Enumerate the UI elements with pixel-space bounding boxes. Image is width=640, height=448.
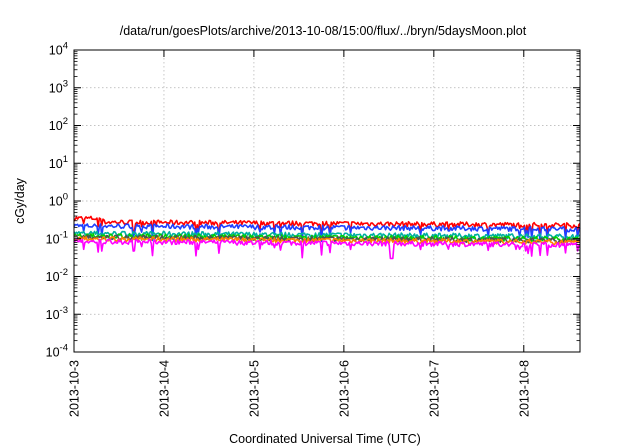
x-tick-label: 2013-10-6 bbox=[337, 360, 351, 417]
series-line bbox=[73, 236, 581, 246]
chart-title: /data/run/goesPlots/archive/2013-10-08/1… bbox=[120, 24, 527, 38]
series-group bbox=[73, 215, 581, 260]
series-line bbox=[73, 223, 581, 243]
y-tick-label: 102 bbox=[49, 116, 68, 133]
y-tick-labels: 10-4 10-3 10-2 10-1 100 101 102 103 104 bbox=[46, 41, 68, 360]
y-tick-label: 10-4 bbox=[46, 343, 68, 360]
y-axis-label: cGy/day bbox=[13, 177, 27, 224]
x-tick-label: 2013-10-7 bbox=[427, 360, 441, 417]
x-axis-label: Coordinated Universal Time (UTC) bbox=[229, 432, 421, 446]
x-tick-label: 2013-10-3 bbox=[68, 360, 82, 417]
y-tick-label: 10-2 bbox=[46, 267, 68, 284]
x-tick-label: 2013-10-5 bbox=[247, 360, 261, 417]
series-line bbox=[73, 215, 581, 240]
series-line bbox=[73, 238, 581, 260]
series-line bbox=[73, 230, 581, 240]
y-tick-label: 103 bbox=[49, 78, 68, 95]
y-tick-label: 101 bbox=[49, 154, 68, 171]
x-tick-labels: 2013-10-3 2013-10-4 2013-10-5 2013-10-6 2013… bbox=[68, 360, 532, 417]
y-tick-label: 10-3 bbox=[46, 305, 68, 322]
y-tick-label: 104 bbox=[49, 41, 68, 58]
y-tick-label: 100 bbox=[49, 192, 68, 209]
grid bbox=[73, 50, 580, 352]
x-tick-label: 2013-10-8 bbox=[517, 360, 531, 417]
x-tick-label: 2013-10-4 bbox=[157, 360, 171, 417]
y-tick-label: 10-1 bbox=[46, 229, 68, 246]
axis-ticks bbox=[73, 49, 580, 353]
